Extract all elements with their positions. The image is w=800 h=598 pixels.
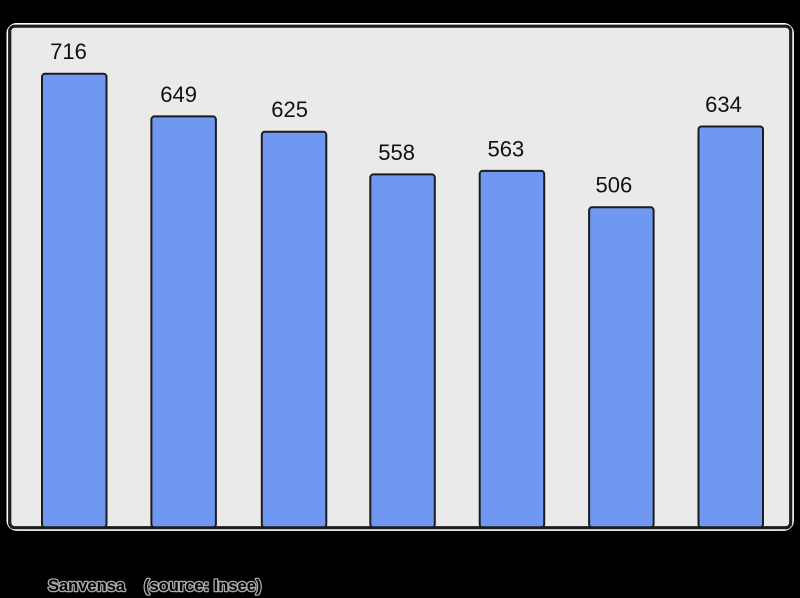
svg-text:(source: Insee): (source: Insee) <box>144 577 261 595</box>
svg-text:716: 716 <box>50 39 87 64</box>
svg-text:634: 634 <box>705 92 742 117</box>
svg-text:558: 558 <box>378 140 415 165</box>
svg-text:563: 563 <box>488 136 525 161</box>
svg-text:506: 506 <box>596 173 633 198</box>
svg-text:649: 649 <box>160 82 197 107</box>
svg-text:Sanvensa: Sanvensa <box>48 577 126 595</box>
svg-text:625: 625 <box>271 97 308 122</box>
